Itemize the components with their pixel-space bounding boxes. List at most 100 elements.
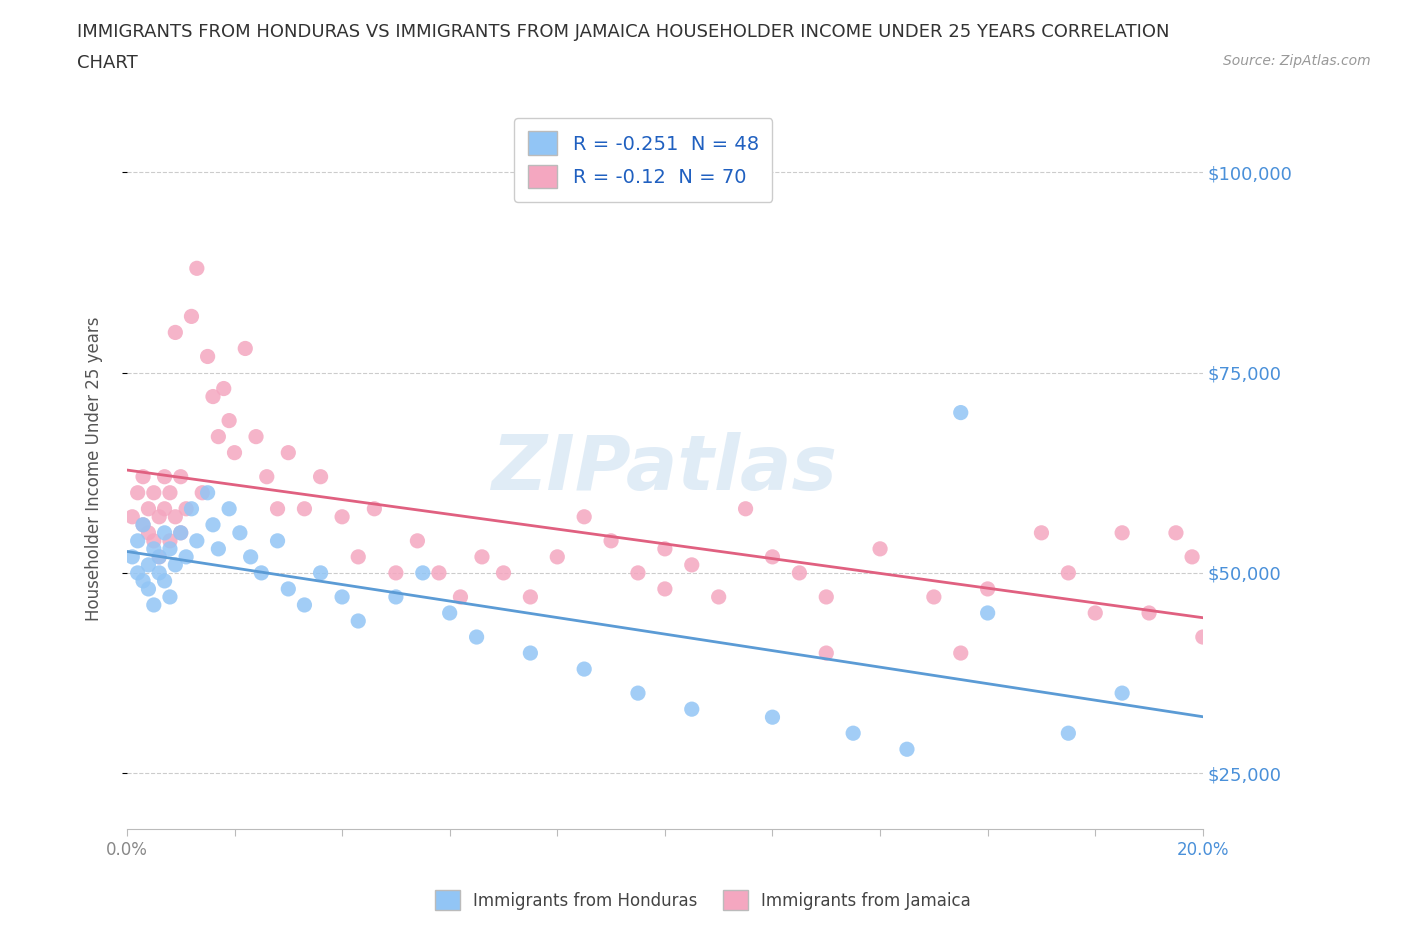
Point (734, 501, 756, 516)
Text: Source: ZipAtlas.com: Source: ZipAtlas.com (1223, 54, 1371, 68)
Point (148, 550, 170, 565)
Point (159, 485, 181, 500)
Point (218, 413, 240, 428)
Point (519, 645, 541, 660)
Point (761, 710, 783, 724)
Point (186, 534, 208, 549)
Point (815, 645, 838, 660)
Point (138, 581, 160, 596)
Point (170, 525, 193, 540)
Point (121, 510, 143, 525)
Point (439, 605, 461, 620)
Point (142, 534, 165, 549)
Point (142, 541, 165, 556)
Point (412, 565, 434, 580)
Point (170, 470, 193, 485)
Point (385, 565, 408, 580)
Point (471, 550, 494, 565)
Point (681, 702, 703, 717)
Point (153, 574, 176, 589)
Point (138, 501, 160, 516)
Point (1057, 725, 1080, 740)
Point (132, 517, 155, 532)
Point (1111, 525, 1133, 540)
Point (132, 470, 155, 485)
Point (869, 541, 891, 556)
Point (449, 590, 471, 604)
Point (165, 510, 187, 525)
Point (142, 597, 165, 612)
Text: IMMIGRANTS FROM HONDURAS VS IMMIGRANTS FROM JAMAICA HOUSEHOLDER INCOME UNDER 25 : IMMIGRANTS FROM HONDURAS VS IMMIGRANTS F… (77, 23, 1170, 41)
Point (330, 590, 353, 604)
Point (165, 557, 187, 572)
Point (218, 501, 240, 516)
Point (148, 550, 170, 565)
Point (427, 565, 450, 580)
Point (572, 661, 595, 676)
Point (132, 574, 155, 589)
Point (1192, 630, 1215, 644)
Point (815, 590, 838, 604)
Point (170, 525, 193, 540)
Point (174, 550, 197, 565)
Point (330, 510, 353, 525)
Point (707, 590, 730, 604)
Point (148, 510, 170, 525)
Point (153, 501, 176, 516)
Point (347, 550, 370, 565)
Point (233, 341, 256, 356)
Point (191, 485, 214, 500)
Point (572, 510, 595, 525)
Point (465, 630, 488, 644)
Point (1031, 525, 1053, 540)
Legend: Immigrants from Honduras, Immigrants from Jamaica: Immigrants from Honduras, Immigrants fro… (429, 884, 977, 917)
Point (266, 534, 288, 549)
Point (949, 405, 972, 420)
Point (492, 565, 515, 580)
Point (1057, 565, 1080, 580)
Point (207, 430, 229, 445)
Point (201, 517, 224, 532)
Point (224, 445, 246, 460)
Point (1164, 525, 1187, 540)
Point (600, 534, 623, 549)
Point (949, 645, 972, 660)
Point (309, 470, 332, 485)
Point (127, 534, 149, 549)
Point (309, 565, 332, 580)
Point (186, 261, 208, 276)
Point (138, 525, 160, 540)
Point (1084, 605, 1107, 620)
Point (347, 614, 370, 629)
Point (406, 534, 429, 549)
Point (197, 349, 219, 364)
Legend: R = -0.251  N = 48, R = -0.12  N = 70: R = -0.251 N = 48, R = -0.12 N = 70 (515, 118, 772, 202)
Point (142, 485, 165, 500)
Point (159, 534, 181, 549)
Point (976, 605, 998, 620)
Point (294, 501, 316, 516)
Point (250, 565, 273, 580)
Point (277, 445, 299, 460)
Point (294, 597, 316, 612)
Y-axis label: Householder Income Under 25 years: Householder Income Under 25 years (86, 316, 103, 621)
Text: CHART: CHART (77, 54, 138, 72)
Point (363, 501, 385, 516)
Point (148, 565, 170, 580)
Point (207, 541, 229, 556)
Point (976, 581, 998, 596)
Point (159, 590, 181, 604)
Point (896, 742, 918, 757)
Point (127, 485, 149, 500)
Point (180, 501, 202, 516)
Point (153, 470, 176, 485)
Point (180, 309, 202, 324)
Point (256, 470, 278, 485)
Point (229, 525, 252, 540)
Point (922, 590, 945, 604)
Point (546, 550, 568, 565)
Point (127, 565, 149, 580)
Point (174, 501, 197, 516)
Point (201, 389, 224, 404)
Point (153, 525, 176, 540)
